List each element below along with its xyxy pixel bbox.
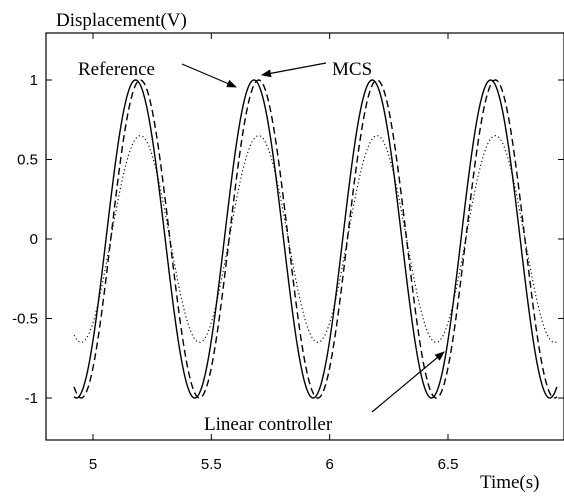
x-tick-label: 6.5 [438,456,459,473]
y-axis-title: Displacement(V) [56,10,187,31]
arrow-reference [181,63,237,88]
series-line-linear-controller [73,135,558,343]
series-line-reference [73,79,558,399]
x-tick-label: 5 [89,456,97,473]
annotation-mcs: MCS [332,59,372,80]
plot-frame [45,32,564,441]
x-axis-title: Time(s) [480,472,539,493]
y-tick-label: 1 [30,72,38,89]
y-tick-label: 0.5 [17,152,38,169]
annotation-linear-controller: Linear controller [204,414,333,435]
annotation-reference: Reference [78,59,155,80]
series-layer [73,79,558,399]
tick-layer: 1 0.5 0 -0.5 -1 5 5.5 6 6.5 [12,33,564,473]
y-tick-label: -0.5 [12,311,38,328]
y-tick-label: -1 [25,390,38,407]
y-tick-label: 0 [30,231,38,248]
x-tick-label: 6 [325,456,333,473]
series-line-mcs [73,79,558,399]
arrow-linear-controller [371,351,445,413]
x-tick-label: 5.5 [201,456,222,473]
arrow-mcs [261,62,327,78]
